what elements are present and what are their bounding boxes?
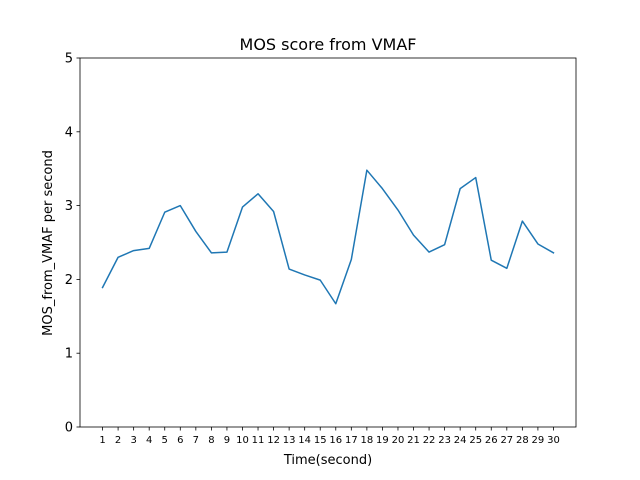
- x-tick-label: 6: [177, 435, 183, 446]
- x-tick-label: 10: [236, 435, 249, 446]
- x-tick-label: 3: [130, 435, 136, 446]
- y-tick-label: 3: [65, 199, 73, 214]
- y-tick-label: 4: [65, 125, 73, 140]
- x-tick-label: 1: [99, 435, 105, 446]
- x-tick-label: 17: [345, 435, 358, 446]
- x-tick-label: 20: [392, 435, 405, 446]
- x-tick-label: 16: [329, 435, 342, 446]
- x-tick-label: 7: [193, 435, 199, 446]
- x-tick-label: 28: [516, 435, 529, 446]
- y-axis-label: MOS_from_VMAF per second: [41, 150, 56, 336]
- x-tick-label: 22: [423, 435, 436, 446]
- x-tick-label: 23: [438, 435, 451, 446]
- x-tick-label: 25: [469, 435, 482, 446]
- x-tick-label: 11: [252, 435, 265, 446]
- x-tick-label: 19: [376, 435, 389, 446]
- x-tick-label: 24: [454, 435, 467, 446]
- y-tick-label: 1: [65, 347, 73, 362]
- x-tick-label: 2: [115, 435, 121, 446]
- x-tick-label: 14: [298, 435, 311, 446]
- x-tick-label: 21: [407, 435, 420, 446]
- x-tick-label: 13: [283, 435, 296, 446]
- series-line: [101, 169, 555, 305]
- chart-title: MOS score from VMAF: [240, 35, 417, 54]
- x-tick-label: 30: [547, 435, 560, 446]
- y-tick-label: 0: [65, 421, 73, 436]
- x-tick-label: 9: [224, 435, 230, 446]
- x-tick-label: 15: [314, 435, 327, 446]
- y-tick-label: 5: [65, 52, 73, 67]
- x-tick-label: 18: [361, 435, 374, 446]
- x-tick-label: 12: [267, 435, 280, 446]
- plot-frame: [79, 57, 577, 428]
- x-tick-label: 27: [500, 435, 513, 446]
- x-tick-label: 26: [485, 435, 498, 446]
- x-tick-label: 29: [532, 435, 545, 446]
- y-tick-label: 2: [65, 273, 73, 288]
- x-tick-label: 4: [146, 435, 152, 446]
- x-tick-label: 5: [162, 435, 168, 446]
- x-axis-label: Time(second): [283, 453, 372, 468]
- x-tick-label: 8: [208, 435, 214, 446]
